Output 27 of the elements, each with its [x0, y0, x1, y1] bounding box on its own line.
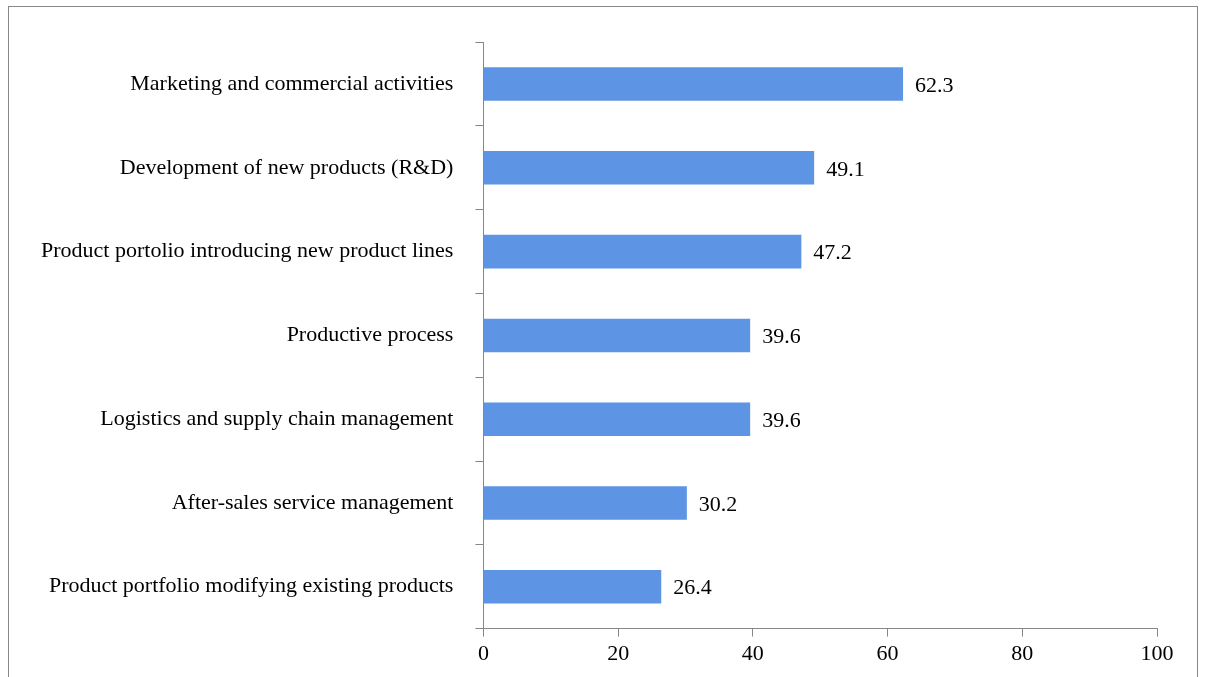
y-tick-label: Marketing and commercial activities: [130, 69, 454, 95]
x-tick-label: 100: [1140, 639, 1174, 665]
y-tick-label: Logistics and supply chain management: [100, 404, 454, 430]
x-tick-label: 40: [741, 639, 764, 665]
bar: [483, 402, 751, 436]
y-tick-label: Product portfolio modifying existing products: [48, 572, 454, 598]
x-tick-label: 20: [607, 639, 630, 665]
data-label: 39.6: [762, 323, 801, 349]
data-label: 39.6: [762, 406, 801, 432]
data-label: 26.4: [673, 574, 712, 600]
data-label: 49.1: [826, 155, 865, 181]
bar: [483, 234, 802, 269]
y-tick-label: Productive process: [286, 321, 454, 347]
bar: [483, 569, 662, 604]
data-label: 30.2: [698, 490, 738, 516]
bar: [483, 151, 815, 185]
x-tick-label: 80: [1011, 639, 1034, 665]
y-tick-label: Product portolio introducing new product lines: [41, 237, 454, 263]
x-tick-label: 0: [477, 639, 489, 665]
bar: [483, 318, 751, 353]
bar: [483, 486, 687, 520]
y-tick-label: Development of new products (R&D): [119, 153, 454, 179]
x-tick-label: 60: [876, 639, 899, 665]
data-label: 62.3: [915, 71, 954, 97]
bar: [483, 67, 904, 101]
y-tick-label: After-sales service management: [171, 488, 454, 514]
data-label: 47.2: [813, 239, 852, 265]
